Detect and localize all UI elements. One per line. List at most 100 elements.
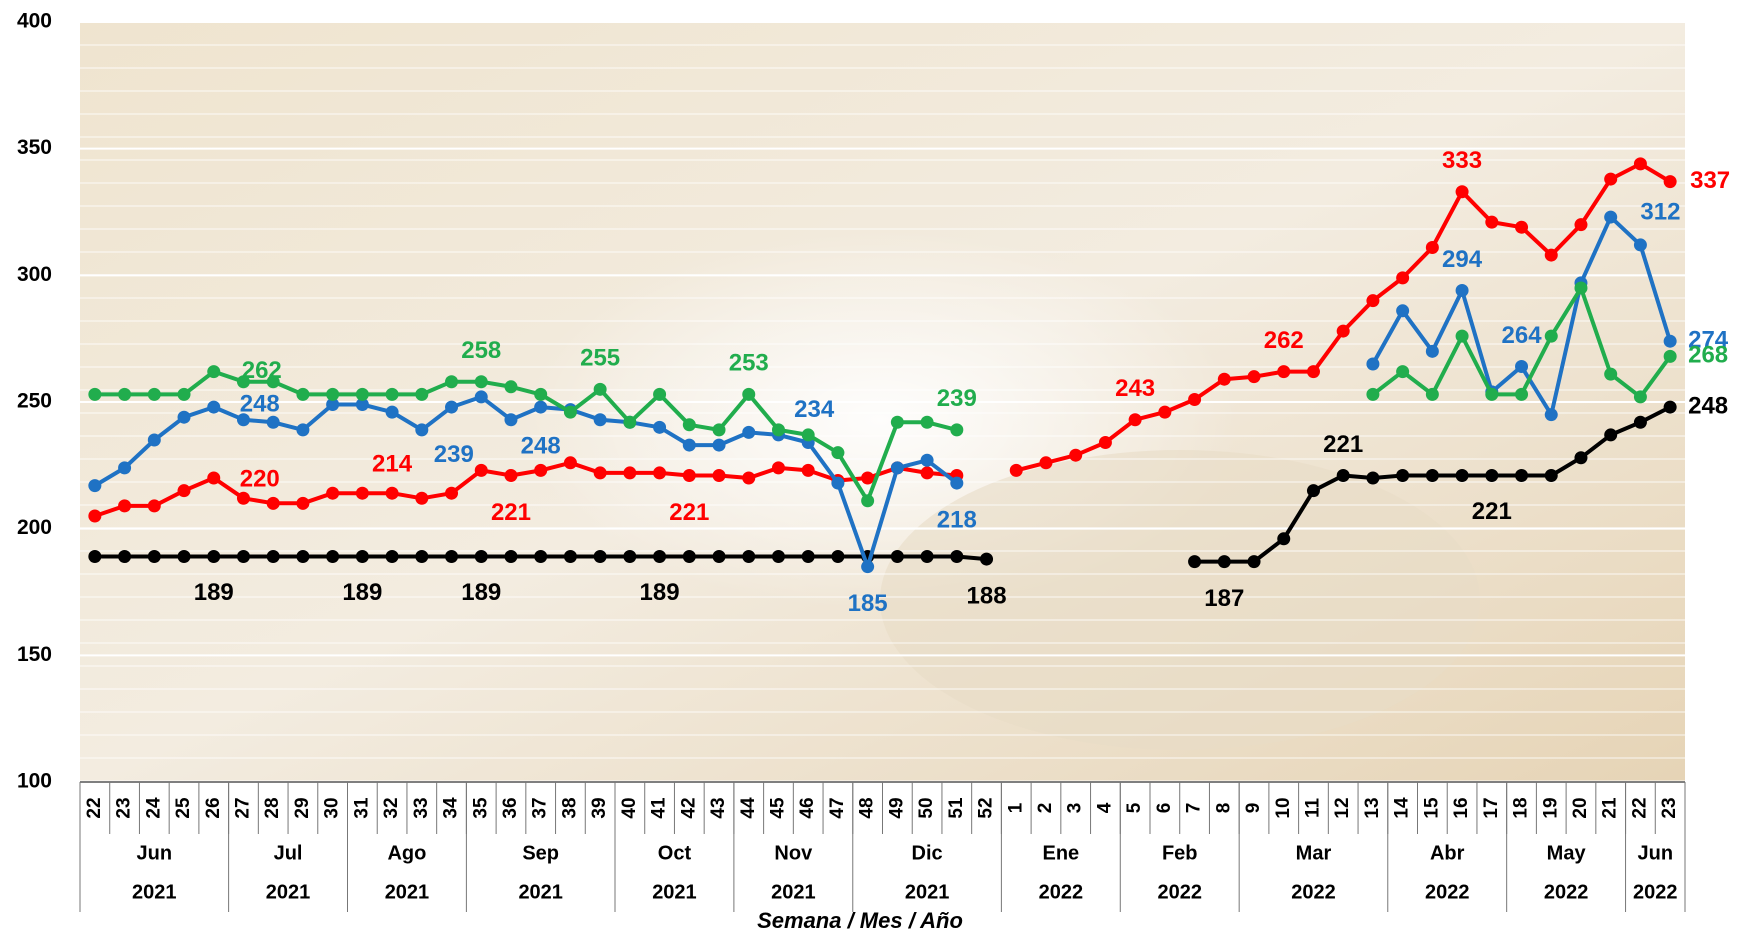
data-point (1366, 472, 1379, 485)
data-point (921, 550, 934, 563)
data-point (534, 388, 547, 401)
data-point (1396, 304, 1409, 317)
week-label: 36 (500, 797, 521, 818)
data-label: 262 (1264, 327, 1304, 354)
data-label: 253 (729, 350, 769, 377)
month-label: Ago (387, 842, 426, 864)
week-label: 7 (1184, 803, 1205, 814)
data-point (1545, 469, 1558, 482)
data-point (178, 388, 191, 401)
data-point (1634, 157, 1647, 170)
data-point (683, 550, 696, 563)
data-point (1515, 469, 1528, 482)
data-label: 333 (1442, 147, 1482, 174)
data-point (356, 487, 369, 500)
data-point (1664, 175, 1677, 188)
data-point (1248, 555, 1261, 568)
data-point (1277, 365, 1290, 378)
data-point (207, 401, 220, 414)
data-point (88, 550, 101, 563)
data-point (742, 550, 755, 563)
data-point (772, 550, 785, 563)
data-label: 258 (461, 337, 501, 364)
week-label: 19 (1540, 797, 1561, 818)
data-point (88, 510, 101, 523)
week-label: 4 (1094, 802, 1115, 813)
data-point (1039, 456, 1052, 469)
month-label: Abr (1430, 842, 1465, 864)
week-label: 18 (1511, 797, 1532, 818)
data-point (326, 388, 339, 401)
week-label: 25 (173, 797, 194, 819)
data-label: 312 (1640, 198, 1680, 225)
data-point (653, 388, 666, 401)
data-point (445, 375, 458, 388)
data-point (831, 550, 844, 563)
week-label: 24 (143, 797, 164, 819)
data-point (623, 466, 636, 479)
data-point (1515, 221, 1528, 234)
week-label: 22 (84, 797, 105, 818)
data-label: 255 (580, 345, 620, 372)
year-label: 2022 (1039, 881, 1084, 903)
data-point (1545, 408, 1558, 421)
data-point (683, 469, 696, 482)
year-label: 2022 (1425, 881, 1470, 903)
data-point (237, 550, 250, 563)
data-point (1426, 469, 1439, 482)
data-point (356, 388, 369, 401)
data-point (207, 365, 220, 378)
data-point (1218, 555, 1231, 568)
week-label: 46 (797, 797, 818, 818)
data-point (564, 550, 577, 563)
year-label: 2022 (1544, 881, 1589, 903)
data-point (950, 550, 963, 563)
data-label: 264 (1502, 322, 1543, 349)
data-point (1456, 284, 1469, 297)
data-point (1574, 218, 1587, 231)
week-label: 27 (232, 797, 253, 818)
data-label: 234 (794, 396, 835, 423)
data-point (1574, 451, 1587, 464)
data-label: 189 (461, 579, 501, 606)
year-label: 2021 (905, 881, 950, 903)
week-label: 41 (649, 797, 670, 819)
data-point (1366, 294, 1379, 307)
month-label: Jul (274, 842, 303, 864)
data-label: 248 (521, 432, 561, 459)
week-label: 21 (1600, 797, 1621, 819)
data-point (148, 434, 161, 447)
data-point (564, 456, 577, 469)
data-point (831, 477, 844, 490)
data-point (296, 388, 309, 401)
data-point (950, 477, 963, 490)
data-point (623, 416, 636, 429)
data-point (386, 406, 399, 419)
data-point (1129, 413, 1142, 426)
data-point (713, 469, 726, 482)
data-point (415, 492, 428, 505)
data-point (594, 383, 607, 396)
data-point (415, 388, 428, 401)
data-point (861, 494, 874, 507)
week-label: 38 (559, 797, 580, 818)
month-label: Dic (912, 842, 943, 864)
data-point (148, 499, 161, 512)
data-point (1604, 428, 1617, 441)
data-label: 221 (1472, 498, 1512, 525)
data-point (1188, 555, 1201, 568)
chart: 100150200250300350400 222324252627282930… (0, 0, 1739, 937)
data-point (178, 484, 191, 497)
data-point (1634, 390, 1647, 403)
data-point (207, 550, 220, 563)
data-point (1456, 185, 1469, 198)
data-label: 248 (240, 390, 280, 417)
data-point (1545, 249, 1558, 262)
data-point (1099, 436, 1112, 449)
data-point (118, 550, 131, 563)
year-label: 2022 (1291, 881, 1336, 903)
data-point (1396, 365, 1409, 378)
data-point (653, 421, 666, 434)
data-point (504, 380, 517, 393)
